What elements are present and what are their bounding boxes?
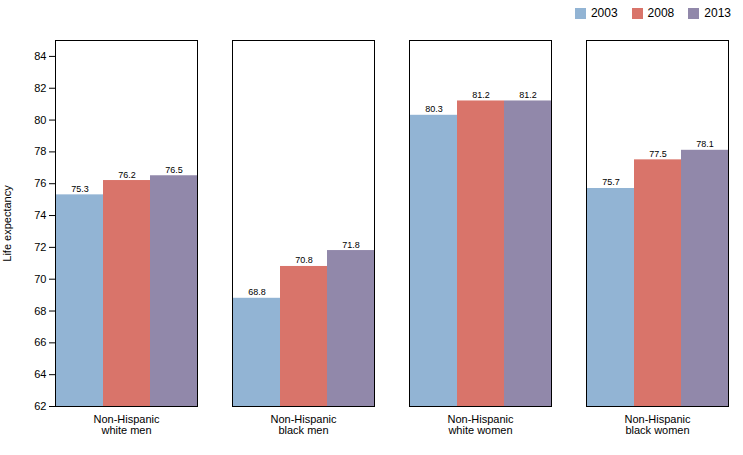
svg-text:Life expectancy: Life expectancy [1,185,13,262]
html-text:2003: 2003 [590,6,618,20]
svg-text:Non-Hispanicwhite men: Non-Hispanicwhite men [93,413,160,436]
svg-text:70: 70 [34,273,46,285]
svg-text:62: 62 [34,400,46,412]
svg-text:66: 66 [34,336,46,348]
html-text:2008: 2008 [647,6,675,20]
svg-text:74: 74 [34,209,46,221]
svg-text:71.8: 71.8 [342,240,360,250]
svg-text:76.5: 76.5 [165,165,183,175]
svg-text:76.2: 76.2 [118,170,136,180]
svg-text:72: 72 [34,241,46,253]
svg-text:78.1: 78.1 [696,139,714,149]
svg-text:Non-Hispanicblack men: Non-Hispanicblack men [270,413,337,436]
svg-text:68.8: 68.8 [248,287,266,297]
svg-text:80.3: 80.3 [425,104,443,114]
svg-text:81.2: 81.2 [472,90,490,100]
svg-text:77.5: 77.5 [649,149,667,159]
svg-text:75.7: 75.7 [602,177,620,187]
svg-text:Non-Hispanicwhite women: Non-Hispanicwhite women [447,413,514,436]
svg-text:84: 84 [34,50,46,62]
svg-text:64: 64 [34,368,46,380]
svg-text:Non-Hispanicblack women: Non-Hispanicblack women [624,413,691,436]
svg-text:80: 80 [34,114,46,126]
svg-text:75.3: 75.3 [71,184,89,194]
svg-text:68: 68 [34,305,46,317]
svg-text:81.2: 81.2 [519,90,537,100]
svg-text:70.8: 70.8 [295,255,313,265]
html-text:2013: 2013 [704,6,731,20]
svg-text:78: 78 [34,145,46,157]
svg-text:76: 76 [34,177,46,189]
svg-text:82: 82 [34,82,46,94]
